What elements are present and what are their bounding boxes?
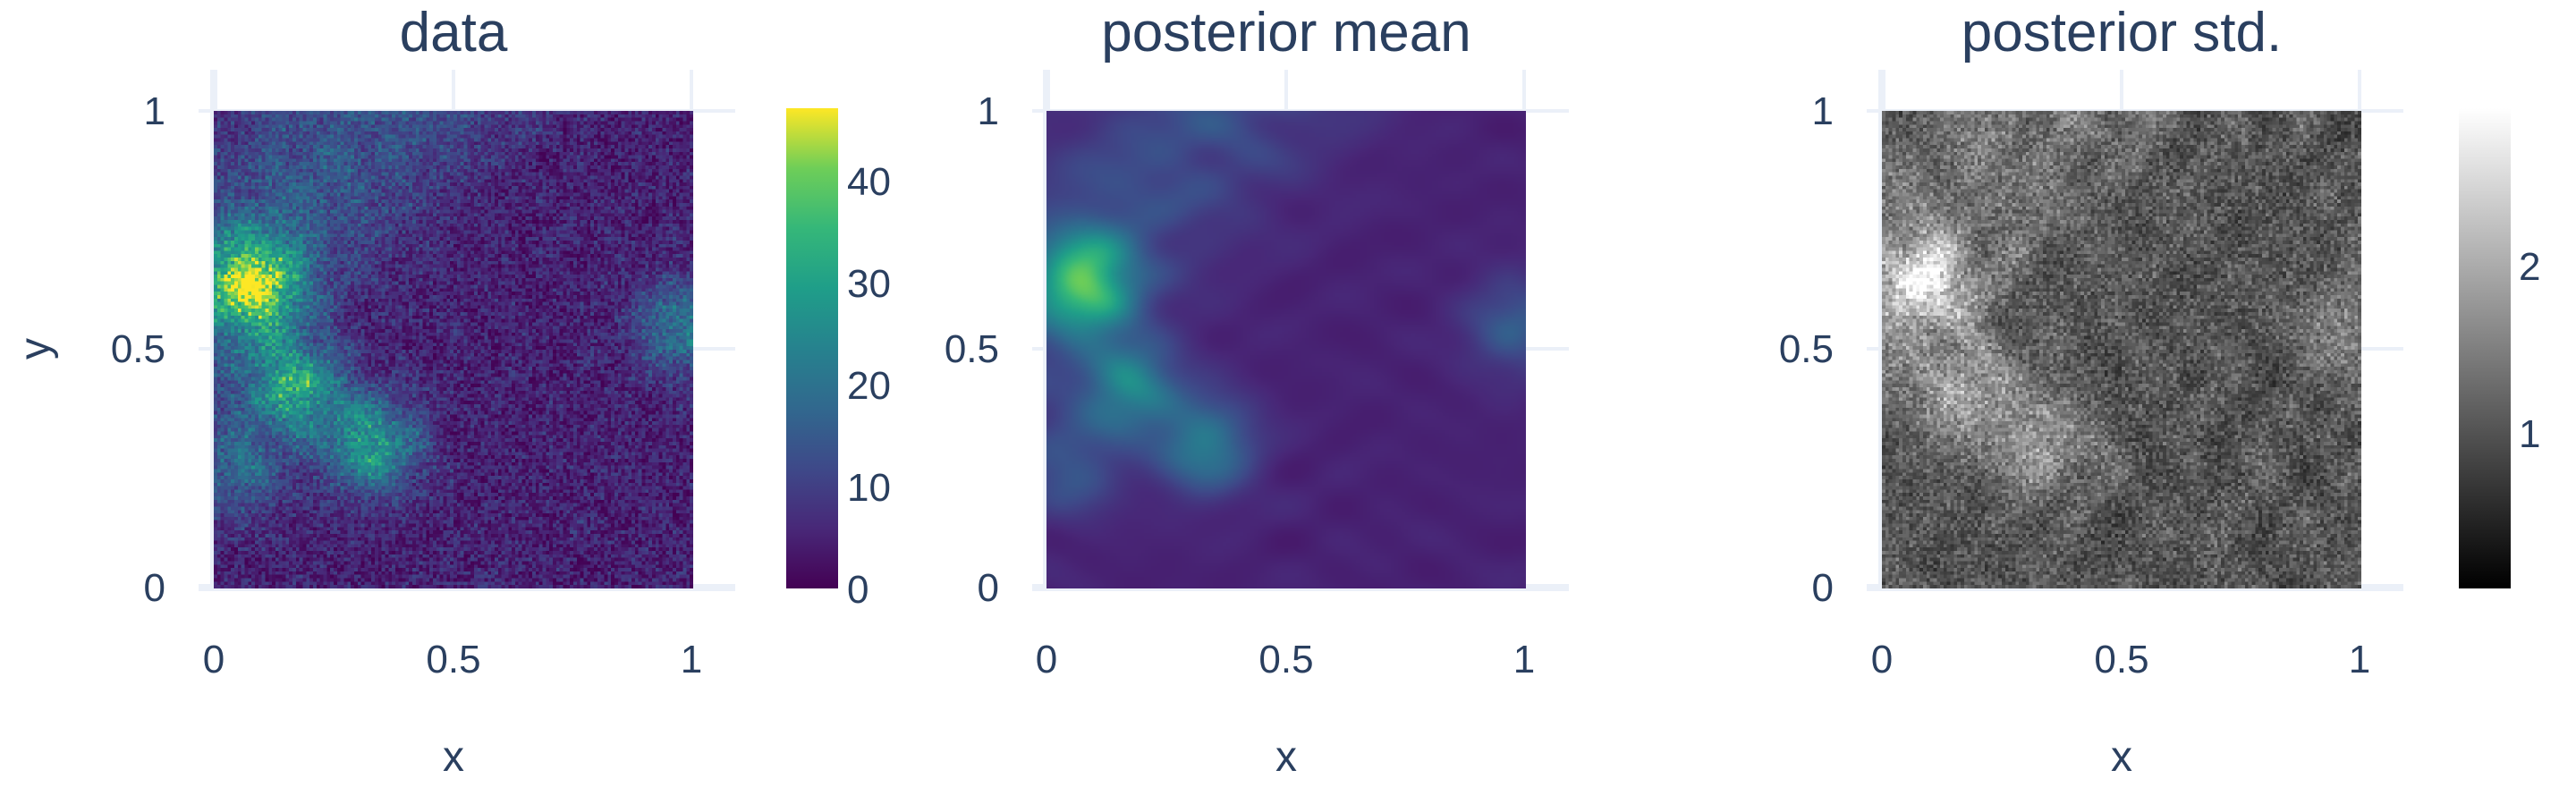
y-tick-label-mean-0p5: 0.5 <box>945 327 999 371</box>
x-tick-label-mean-0: 0 <box>1036 638 1057 681</box>
x-tick-label-data-0: 0 <box>203 638 225 681</box>
colorbar-viridis-tick-10: 10 <box>847 466 891 510</box>
colorbar-greys: 1 2 <box>2459 108 2540 588</box>
y-tick-label-mean-0: 0 <box>978 566 999 610</box>
colorbar-viridis-gradient <box>786 108 838 588</box>
heatmap-posterior-std <box>1882 111 2361 588</box>
panel-posterior-mean: posterior mean 0 0.5 1 0 0.5 1 x <box>945 2 1569 781</box>
panel-title-posterior-mean: posterior mean <box>1101 2 1471 63</box>
colorbar-viridis-tick-20: 20 <box>847 364 891 408</box>
colorbar-viridis-tick-40: 40 <box>847 160 891 204</box>
panel-title-posterior-std: posterior std. <box>1962 2 2282 63</box>
x-tick-label-data-1: 1 <box>681 638 702 681</box>
x-tick-label-data-0p5: 0.5 <box>426 638 480 681</box>
colorbar-viridis-tick-30: 30 <box>847 262 891 306</box>
x-tick-label-mean-0p5: 0.5 <box>1258 638 1313 681</box>
x-tick-label-mean-1: 1 <box>1513 638 1535 681</box>
panel-data: data 0 0.5 1 0 0.5 1 x y <box>12 2 735 781</box>
y-tick-label-std-0: 0 <box>1812 566 1834 610</box>
y-tick-label-data-1: 1 <box>144 89 165 133</box>
y-tick-label-std-0p5: 0.5 <box>1779 327 1834 371</box>
y-tick-label-data-0p5: 0.5 <box>111 327 165 371</box>
x-tick-label-std-0p5: 0.5 <box>2094 638 2148 681</box>
y-tick-label-data-0: 0 <box>144 566 165 610</box>
colorbar-viridis-tick-0: 0 <box>847 568 869 612</box>
y-tick-label-mean-1: 1 <box>978 89 999 133</box>
colorbar-viridis: 0 10 20 30 40 <box>786 108 891 612</box>
heatmap-data <box>214 111 693 588</box>
panel-posterior-std: posterior std. 0 0.5 1 0 0.5 1 x <box>1779 2 2403 781</box>
x-axis-title-data: x <box>443 733 464 781</box>
x-axis-title-std: x <box>2111 733 2132 781</box>
y-axis-title-data: y <box>12 338 59 360</box>
x-tick-label-std-1: 1 <box>2349 638 2370 681</box>
colorbar-greys-tick-2: 2 <box>2519 245 2540 289</box>
colorbar-greys-gradient <box>2459 108 2511 588</box>
x-axis-title-mean: x <box>1275 733 1297 781</box>
x-tick-label-std-0: 0 <box>1871 638 1893 681</box>
panel-title-data: data <box>400 2 508 63</box>
y-tick-label-std-1: 1 <box>1812 89 1834 133</box>
colorbar-greys-tick-1: 1 <box>2519 412 2540 456</box>
heatmap-posterior-mean <box>1046 111 1526 588</box>
